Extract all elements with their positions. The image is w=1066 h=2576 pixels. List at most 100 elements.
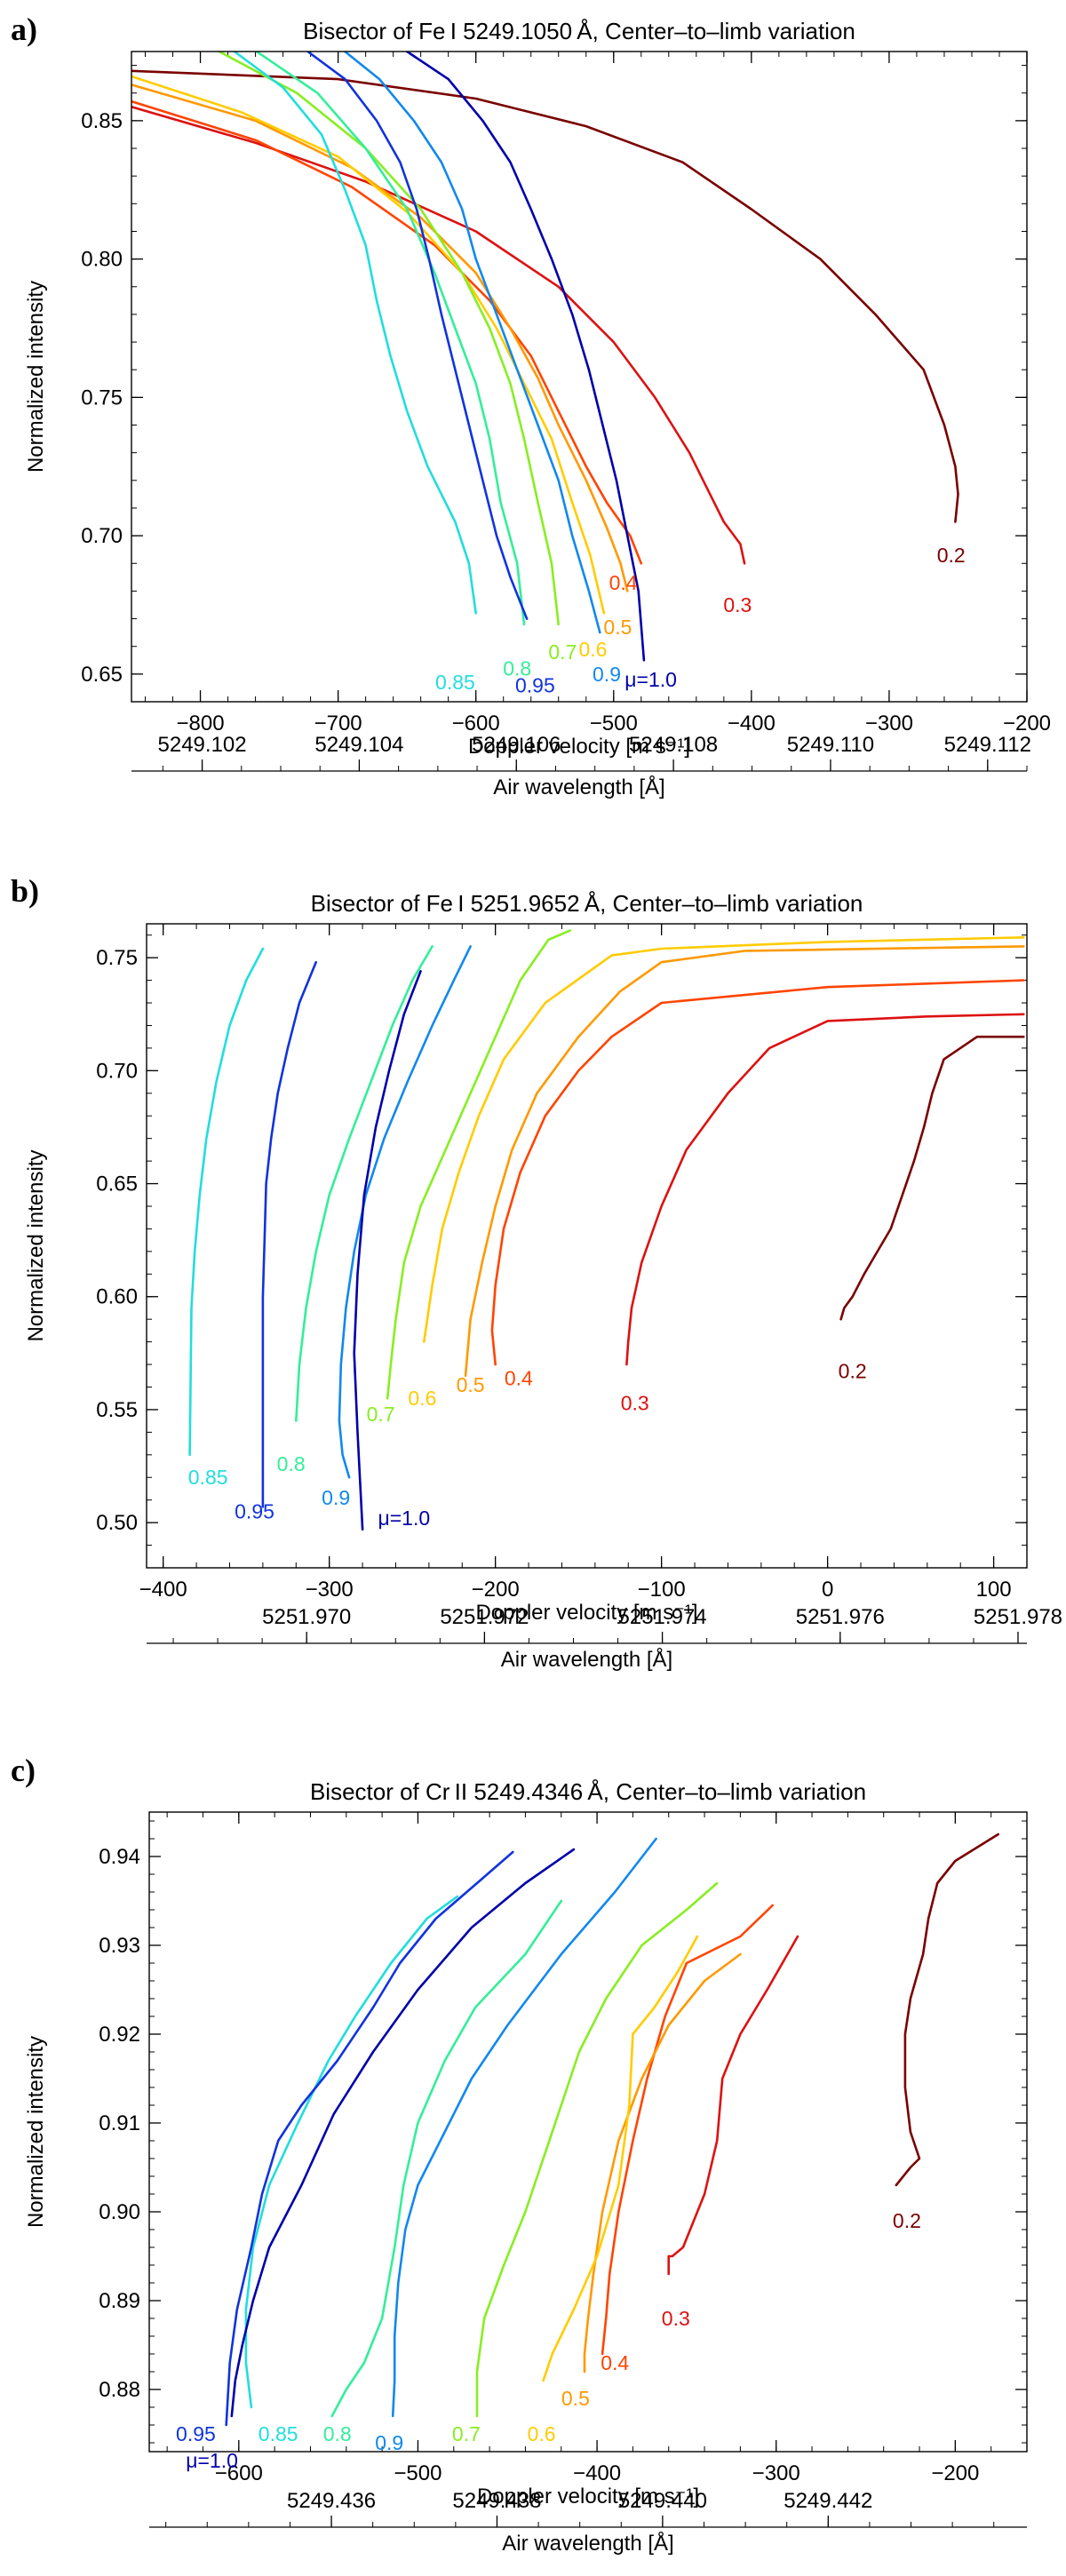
y-tick-label: 0.70 [81, 524, 123, 548]
series-label-mu-0.3: 0.3 [662, 2307, 690, 2330]
x-tick-label: −300 [752, 2461, 800, 2485]
x2-tick-label: 5249.102 [158, 733, 247, 757]
series-label-mu-0.9: 0.9 [322, 1486, 350, 1509]
series-line-mu-0.7 [217, 52, 560, 626]
series-line-mu-0.8 [330, 1899, 563, 2418]
series-line-mu-0.6 [542, 1935, 699, 2382]
series-label-mu-0.8: 0.8 [503, 657, 531, 680]
x-tick-label: −700 [314, 712, 362, 735]
series-label-mu-0.8: 0.8 [277, 1452, 306, 1475]
series-label-mu-0.6: 0.6 [408, 1387, 436, 1410]
x-tick-label: −800 [177, 712, 225, 735]
series-line-mu-0.8 [254, 52, 526, 626]
x2-tick-label: 5251.976 [796, 1605, 885, 1629]
series-label-mu-0.7: 0.7 [548, 640, 577, 664]
series-label-mu-0.5: 0.5 [561, 2387, 590, 2410]
series-line-mu-1.0 [405, 52, 646, 662]
x-tick-label: 0 [822, 1578, 833, 1602]
series-label-mu-0.9: 0.9 [593, 663, 621, 686]
x-tick-label: −400 [573, 2461, 621, 2485]
x-tick-label: 100 [976, 1578, 1012, 1602]
series-label-mu-0.8: 0.8 [323, 2422, 352, 2445]
x2-tick-label: 5249.108 [629, 733, 718, 757]
y-tick-label: 0.80 [81, 248, 123, 272]
x2-tick-label: 5249.106 [472, 733, 561, 757]
series-line-mu-0.9 [343, 52, 601, 634]
y-axis-label: Normalized intensity [24, 281, 48, 473]
x-tick-label: −400 [728, 712, 776, 735]
x-axis-label: Doppler velocity [m s⁻¹] [475, 1601, 697, 1625]
chart-title: Bisector of Fe I 5249.1050 Å, Center–to–… [303, 18, 855, 44]
x-tick-label: −200 [931, 2461, 979, 2485]
series-line-mu-0.3 [131, 106, 746, 565]
y-tick-label: 0.91 [99, 2111, 140, 2135]
x-tick-label: −500 [590, 712, 638, 735]
x-tick-label: −300 [865, 712, 913, 735]
x-tick-label: −500 [394, 2461, 442, 2485]
series-label-mu-0.3: 0.3 [621, 1391, 649, 1414]
x-tick-label: −600 [215, 2461, 263, 2485]
x-tick-label: −400 [139, 1578, 187, 1602]
x-tick-label: −200 [472, 1578, 520, 1602]
series-line-mu-0.95 [261, 960, 317, 1508]
series-line-mu-0.95 [225, 1850, 514, 2427]
series-label-mu-0.2: 0.2 [937, 544, 966, 567]
series-label-mu-0.95: 0.95 [176, 2422, 216, 2445]
series-label-mu-0.7: 0.7 [367, 1403, 395, 1426]
x2-tick-label: 5251.978 [974, 1605, 1062, 1629]
chart-title: Bisector of Fe I 5251.9652 Å, Center–to–… [311, 890, 863, 917]
series-line-mu-0.3 [667, 1935, 800, 2276]
chart-title: Bisector of Cr II 5249.4346 Å, Center–to… [310, 1778, 866, 1805]
series-label-mu-0.5: 0.5 [457, 1373, 485, 1396]
y-tick-label: 0.89 [99, 2289, 140, 2313]
y-tick-label: 0.75 [81, 386, 123, 409]
series-line-mu-0.2 [839, 1035, 1025, 1321]
y-tick-label: 0.93 [99, 1934, 140, 1958]
series-group [131, 52, 959, 662]
series-label-mu-0.85: 0.85 [188, 1466, 228, 1489]
series-label-mu-1.0: μ=1.0 [186, 2449, 238, 2472]
panel-label: c) [11, 1753, 36, 1788]
x-tick-label: −200 [1003, 712, 1051, 735]
series-line-mu-0.85 [188, 947, 265, 1457]
series-label-mu-0.85: 0.85 [435, 671, 475, 694]
series-line-mu-0.85 [232, 52, 477, 615]
x2-tick-label: 5251.972 [440, 1605, 529, 1629]
series-line-mu-0.85 [244, 1895, 459, 2409]
x-axis-label: Doppler velocity [m s⁻¹] [477, 2485, 699, 2508]
x2-tick-label: 5249.436 [287, 2489, 376, 2513]
y-tick-label: 0.50 [96, 1511, 138, 1535]
wavelength-axis-label: Air wavelength [Å] [493, 775, 664, 799]
series-label-mu-0.4: 0.4 [505, 1366, 533, 1389]
chart-panel-1: a) Bisector of Fe I 5249.1050 Å, Center–t… [11, 12, 1051, 799]
x2-tick-label: 5249.440 [618, 2489, 707, 2513]
series-group [188, 929, 1025, 1531]
y-tick-label: 0.85 [81, 109, 123, 133]
y-tick-label: 0.70 [96, 1059, 138, 1083]
y-tick-label: 0.92 [99, 2023, 140, 2047]
wavelength-axis-label: Air wavelength [Å] [501, 1647, 672, 1672]
minor-ticks [149, 1812, 1028, 2452]
x2-tick-label: 5249.442 [784, 2489, 872, 2513]
series-line-mu-0.2 [131, 69, 959, 523]
x2-tick-label: 5249.110 [787, 733, 874, 757]
series-line-mu-0.5 [583, 1952, 742, 2373]
x-axis-label: Doppler velocity [m s⁻¹] [468, 735, 690, 759]
series-label-mu-0.4: 0.4 [601, 2351, 629, 2374]
series-label-mu-0.95: 0.95 [235, 1499, 274, 1523]
series-line-mu-0.2 [895, 1833, 999, 2187]
series-label-mu-0.4: 0.4 [609, 571, 638, 594]
series-label-mu-0.95: 0.95 [515, 673, 555, 696]
y-tick-label: 0.94 [99, 1845, 140, 1869]
series-line-mu-1.0 [230, 1848, 576, 2418]
x2-tick-label: 5251.974 [618, 1605, 707, 1629]
series-line-mu-0.4 [490, 979, 1025, 1366]
panel-label: a) [11, 12, 37, 47]
x2-tick-label: 5249.104 [314, 733, 403, 757]
y-tick-label: 0.65 [96, 1173, 138, 1197]
series-label-mu-0.2: 0.2 [839, 1360, 867, 1383]
plot-frame [148, 1811, 1028, 2453]
x2-tick-label: 5249.112 [944, 733, 1031, 757]
series-label-mu-1.0: μ=1.0 [624, 668, 677, 691]
